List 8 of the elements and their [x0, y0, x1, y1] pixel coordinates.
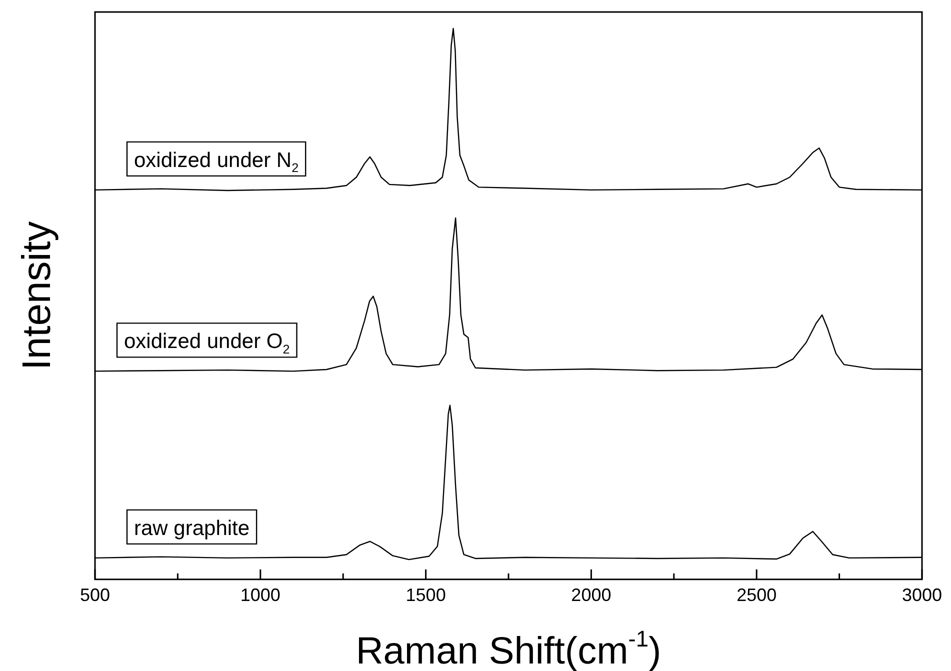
x-tick-label: 500	[80, 585, 110, 606]
x-tick-label: 2000	[571, 585, 612, 606]
series-label: raw graphite	[134, 516, 250, 540]
x-tick-label: 1500	[406, 585, 446, 606]
x-tick-label: 3000	[902, 585, 942, 606]
y-axis-title: Intensity	[15, 221, 59, 370]
x-tick-label: 2500	[736, 585, 777, 606]
x-tick-label: 1000	[240, 585, 280, 606]
